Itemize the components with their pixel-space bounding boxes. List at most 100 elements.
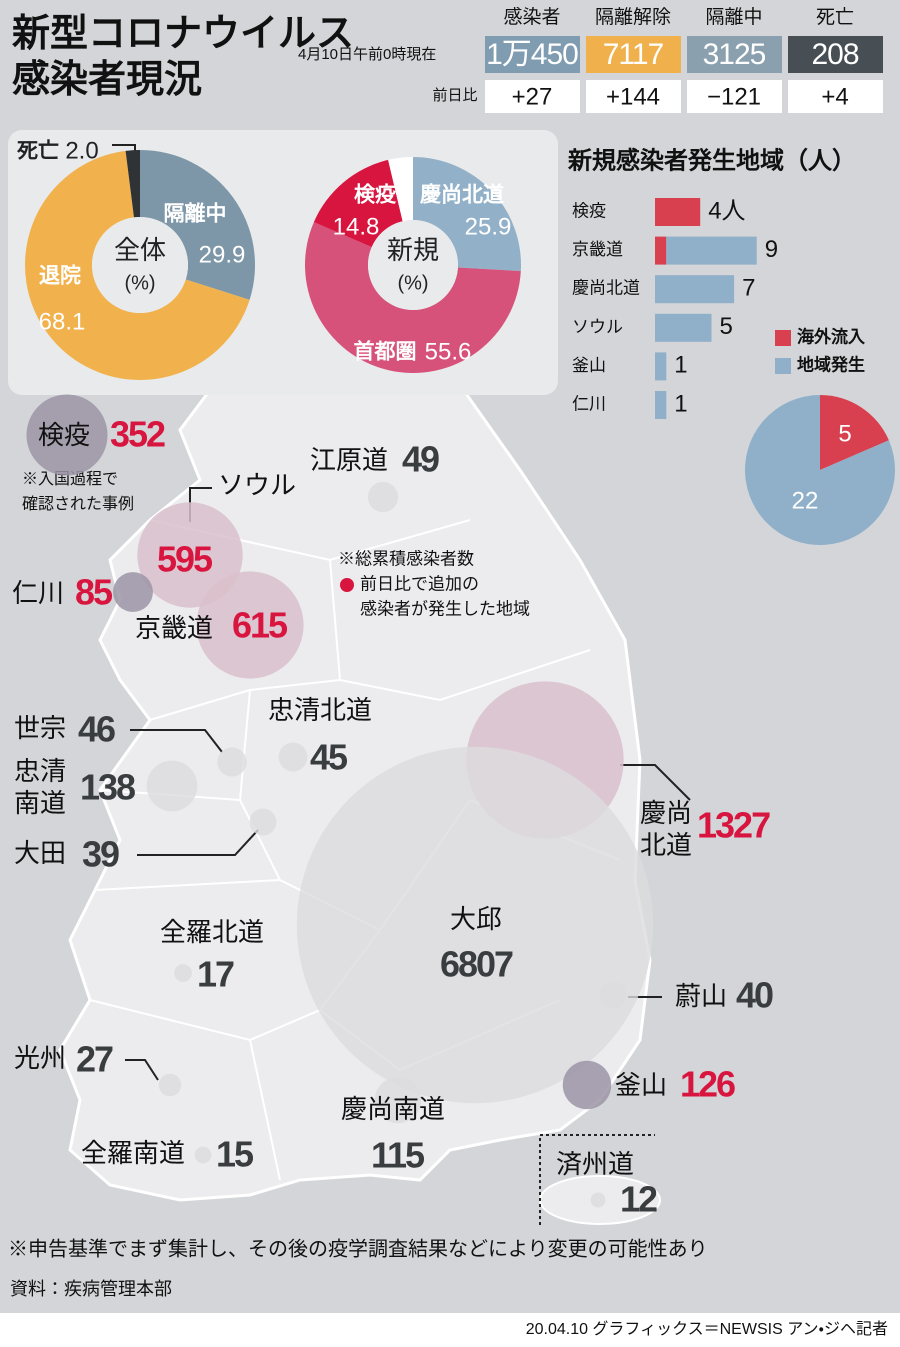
- region-value: 49: [402, 439, 439, 480]
- region-bubble: [374, 1076, 422, 1124]
- region-name: 南道: [14, 788, 66, 818]
- quarantine-note: ※入国過程で: [22, 470, 118, 488]
- column-label: 隔離解除: [595, 6, 671, 28]
- region-bubble: [217, 747, 247, 777]
- leader-line: [130, 729, 223, 753]
- pie-value-label: 55.6: [425, 338, 472, 365]
- bar-total-label: 1: [674, 390, 687, 417]
- title: 新型コロナウイルス: [12, 13, 354, 55]
- change-box: [586, 80, 681, 113]
- region-value: 126: [680, 1064, 735, 1105]
- legend-label: 地域発生: [797, 354, 865, 374]
- region-name: 済州道: [556, 1149, 634, 1179]
- bar-category-label: 検疫: [572, 201, 606, 220]
- total-box: [788, 36, 883, 73]
- region-value: 15: [216, 1134, 254, 1175]
- region-name: 慶尚: [640, 798, 692, 828]
- region-value: 1327: [697, 805, 770, 846]
- region-value: 615: [232, 605, 288, 646]
- region-bubble: [367, 481, 399, 513]
- pie-value-label: 68.1: [39, 308, 86, 335]
- bar-segment: [655, 198, 701, 226]
- region-name: 蔚山: [675, 981, 727, 1011]
- total-box: [586, 36, 681, 73]
- map-note: 前日比で追加の: [360, 574, 479, 593]
- region-value: 138: [80, 767, 135, 808]
- pie-category-label: 検疫: [354, 183, 397, 207]
- change-box: [687, 80, 782, 113]
- region-bubble: [158, 1073, 182, 1097]
- pie-slice: [305, 222, 521, 373]
- region-value: 46: [78, 709, 115, 750]
- bar-segment: [655, 313, 712, 342]
- region-bubble: [146, 760, 198, 812]
- bar-total-label: 4人: [708, 197, 745, 224]
- pie-category-label: 死亡: [16, 140, 59, 163]
- pie-center-label: (%): [124, 272, 155, 294]
- region-value: 40: [736, 975, 773, 1016]
- pie-slice: [745, 395, 896, 545]
- region-name: 光州: [14, 1043, 66, 1073]
- region-name: 検疫: [38, 420, 90, 450]
- bar-segment: [666, 236, 757, 265]
- region-value: 39: [82, 834, 119, 875]
- region-value: 17: [197, 954, 234, 995]
- pie-slice: [125, 150, 140, 218]
- change-label: 前日比: [432, 87, 477, 104]
- region-name: 全羅北道: [160, 917, 264, 947]
- map-note: ※総累積感染者数: [338, 549, 474, 568]
- pie-value-label: 2.0: [65, 137, 98, 164]
- bar-category-label: ソウル: [572, 317, 623, 336]
- region-name: 釜山: [615, 1070, 667, 1100]
- change-value: +27: [512, 83, 553, 110]
- pie-center-label: (%): [397, 272, 428, 294]
- region-bubble: [174, 964, 192, 982]
- change-box: [485, 80, 580, 113]
- legend-swatch: [775, 358, 791, 374]
- region-bubble: [137, 502, 243, 608]
- bar-segment: [655, 391, 667, 419]
- pie-hole: [368, 220, 458, 310]
- bar-total-label: 9: [765, 236, 778, 263]
- bar-title: 新規感染者発生地域（人）: [567, 146, 856, 174]
- region-bubble: [590, 1192, 606, 1208]
- pie-slice: [313, 159, 403, 248]
- region-value: 12: [620, 1179, 657, 1220]
- pie-slice: [25, 150, 250, 380]
- total-box: [687, 36, 782, 73]
- leader-line: [125, 1059, 159, 1081]
- pie-value-label: 25.9: [465, 213, 512, 240]
- bubbles: [26, 394, 654, 1208]
- legend-swatch: [775, 330, 791, 346]
- credit-band: [0, 1313, 900, 1347]
- column-label: 死亡: [816, 6, 854, 28]
- region-bubble: [196, 571, 304, 679]
- region-value: 45: [310, 737, 348, 778]
- pie-center-label: 全体: [114, 235, 166, 265]
- region-bubble: [249, 808, 277, 836]
- total-value: 1万450: [486, 38, 578, 71]
- bar-total-label: 7: [742, 275, 755, 302]
- region-value: 27: [76, 1039, 113, 1080]
- region-value: 352: [110, 414, 165, 455]
- change-box: [788, 80, 883, 113]
- pie-center-label: 新規: [387, 235, 439, 265]
- bar-category-label: 慶尚北道: [572, 279, 640, 298]
- total-value: 3125: [703, 38, 766, 71]
- source: 資料：疾病管理本部: [10, 1279, 172, 1299]
- leader-line: [539, 1134, 655, 1225]
- pie-slice: [140, 150, 255, 300]
- bar-total-label: 1: [674, 352, 687, 379]
- pie-value-label: 22: [792, 487, 819, 514]
- as-of: 4月10日午前0時現在: [298, 46, 436, 63]
- pie-category-label: 隔離中: [164, 202, 227, 226]
- pie-value-label: 29.9: [199, 241, 246, 268]
- quarantine-note: 確認された事例: [22, 495, 134, 513]
- region-value: 6807: [440, 944, 513, 985]
- region-value: 85: [75, 572, 113, 613]
- change-value: +4: [821, 83, 848, 110]
- region-bubble: [26, 394, 108, 476]
- pie-value-label: 14.8: [333, 213, 380, 240]
- region-bubble: [562, 1060, 612, 1110]
